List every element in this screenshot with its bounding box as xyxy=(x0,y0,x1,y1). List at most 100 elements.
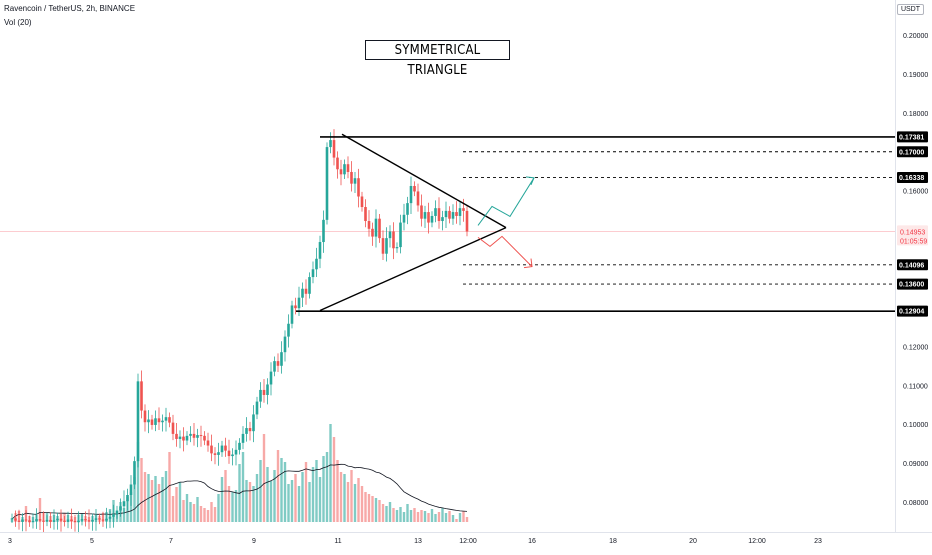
candle xyxy=(287,314,290,348)
level-label: 0.12904 xyxy=(897,305,928,317)
volume-bar xyxy=(122,508,126,522)
candle xyxy=(371,222,374,246)
breakout-up-arrowhead xyxy=(525,176,535,186)
level-label: 0.16338 xyxy=(897,172,928,184)
volume-bar xyxy=(318,477,322,522)
candle-body xyxy=(24,519,28,521)
time-tick-label: 12:00 xyxy=(748,538,766,545)
candle-body xyxy=(175,433,178,439)
candle-body xyxy=(196,435,199,438)
candle-body xyxy=(73,521,77,523)
candle xyxy=(301,282,304,308)
time-tick-label: 20 xyxy=(689,538,697,545)
volume-bar xyxy=(150,480,154,522)
candle-body xyxy=(70,519,73,522)
candle-body xyxy=(402,214,406,223)
candle xyxy=(395,242,399,253)
volume-bar xyxy=(168,452,171,522)
candle xyxy=(185,431,189,446)
time-tick-label: 16 xyxy=(528,538,536,545)
candle xyxy=(276,353,280,373)
candle-body xyxy=(31,521,35,523)
candle xyxy=(119,498,122,517)
volume-bar xyxy=(269,481,273,522)
price-tick-label: 0.19000 xyxy=(903,72,928,79)
candle xyxy=(420,194,423,227)
volume-bar xyxy=(455,519,458,522)
time-tick-label: 7 xyxy=(169,538,173,545)
volume-bar xyxy=(171,496,175,522)
candle-body xyxy=(231,454,234,457)
price-tick-label: 0.18000 xyxy=(903,111,928,118)
volume-bar xyxy=(259,460,262,522)
volume-bar xyxy=(290,480,294,522)
candle-body xyxy=(444,210,448,218)
candle xyxy=(245,417,248,442)
current-price-bg xyxy=(897,225,928,246)
volume-bar xyxy=(451,515,455,522)
candle xyxy=(192,422,196,446)
candle xyxy=(147,410,150,434)
volume-bar xyxy=(357,478,360,522)
volume-bar xyxy=(444,513,448,522)
level-label-text: 0.14096 xyxy=(899,262,924,269)
volume-bar xyxy=(437,512,441,522)
volume-bar xyxy=(161,477,164,522)
candle xyxy=(441,210,444,231)
candle xyxy=(206,432,210,452)
candle xyxy=(49,512,52,529)
volume-bar xyxy=(227,486,231,522)
candle xyxy=(255,396,259,420)
volume-indicator-label[interactable]: Vol (20) xyxy=(4,18,32,27)
candle-body xyxy=(276,361,280,366)
volume-bar xyxy=(189,502,192,522)
candle-body xyxy=(150,419,154,425)
volume-bar xyxy=(378,500,381,522)
candle-body xyxy=(343,164,346,175)
candle-body xyxy=(49,519,52,522)
price-tick-label: 0.20000 xyxy=(903,33,928,40)
volume-bar xyxy=(248,482,252,522)
candle-body xyxy=(360,196,364,208)
volume-bar xyxy=(360,486,364,522)
candle xyxy=(21,513,24,532)
candle-body xyxy=(318,242,322,259)
volume-bar xyxy=(322,456,325,522)
price-tick-label: 0.10000 xyxy=(903,422,928,429)
candle xyxy=(126,488,129,511)
volume-bar xyxy=(350,470,353,522)
candle-body xyxy=(133,461,136,485)
candle-body xyxy=(252,414,255,432)
candle xyxy=(311,261,315,284)
level-label-bg xyxy=(897,278,928,290)
candle xyxy=(108,510,112,529)
candle xyxy=(437,197,441,229)
candle xyxy=(196,428,199,448)
candle-body xyxy=(10,518,14,520)
volume-bar xyxy=(329,424,332,522)
candle-body xyxy=(287,323,290,337)
volume-bar xyxy=(392,508,395,522)
candle-body xyxy=(367,221,371,229)
candle xyxy=(80,514,84,526)
volume-bar xyxy=(462,511,465,522)
candle-body xyxy=(248,428,252,432)
level-label-bg xyxy=(897,172,928,184)
candle-body xyxy=(283,336,287,353)
volume-bar xyxy=(434,514,437,522)
candle-body xyxy=(59,518,63,521)
candle-body xyxy=(227,450,231,457)
time-tick-label: 5 xyxy=(90,538,94,545)
candle xyxy=(392,222,395,260)
candle-body xyxy=(241,433,245,443)
candle xyxy=(241,426,245,450)
candle xyxy=(14,510,17,527)
volume-bar xyxy=(311,467,315,522)
candle xyxy=(416,183,420,212)
candle xyxy=(220,440,224,457)
quote-currency-badge[interactable]: USDT xyxy=(896,4,924,15)
candle-body xyxy=(325,147,329,220)
candle-body xyxy=(371,228,374,237)
